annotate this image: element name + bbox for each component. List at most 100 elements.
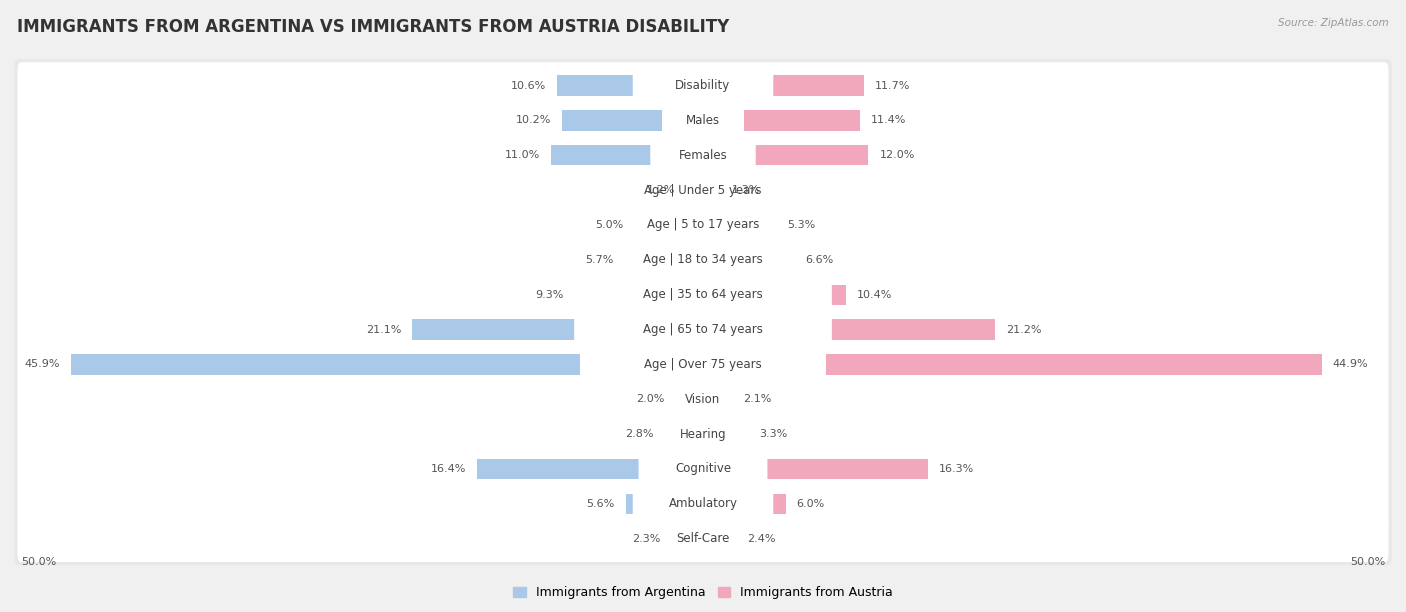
Text: 5.6%: 5.6% [586,499,614,509]
FancyBboxPatch shape [14,512,1392,565]
FancyBboxPatch shape [14,408,1392,461]
FancyBboxPatch shape [17,271,1389,318]
Bar [703,285,846,305]
Bar [477,459,703,479]
FancyBboxPatch shape [17,236,1389,283]
Bar [703,424,748,444]
Text: Females: Females [679,149,727,162]
FancyBboxPatch shape [14,373,1392,426]
Bar [551,145,703,165]
Bar [703,180,721,200]
FancyBboxPatch shape [17,411,1389,457]
FancyBboxPatch shape [638,525,768,552]
Text: Disability: Disability [675,79,731,92]
Text: Hearing: Hearing [679,428,727,441]
Text: 12.0%: 12.0% [879,151,915,160]
Text: 11.4%: 11.4% [872,116,907,125]
Text: Age | 5 to 17 years: Age | 5 to 17 years [647,218,759,231]
Text: Vision: Vision [685,393,721,406]
Bar [562,110,703,130]
Text: 16.4%: 16.4% [430,464,465,474]
Bar [703,529,737,549]
FancyBboxPatch shape [14,303,1392,356]
Text: 11.7%: 11.7% [875,81,911,91]
Bar [675,389,703,409]
FancyBboxPatch shape [17,480,1389,527]
Text: 21.1%: 21.1% [366,324,401,335]
FancyBboxPatch shape [14,163,1392,217]
Text: Age | Over 75 years: Age | Over 75 years [644,358,762,371]
Text: 21.2%: 21.2% [1007,324,1042,335]
Bar [624,250,703,270]
Text: Age | 65 to 74 years: Age | 65 to 74 years [643,323,763,336]
Bar [70,354,703,375]
Text: 11.0%: 11.0% [505,151,540,160]
Bar [634,215,703,235]
Text: 10.2%: 10.2% [516,116,551,125]
Text: 44.9%: 44.9% [1333,359,1368,370]
FancyBboxPatch shape [17,515,1389,562]
Text: 1.2%: 1.2% [647,185,675,195]
Text: 10.6%: 10.6% [510,81,546,91]
Bar [557,75,703,95]
FancyBboxPatch shape [14,129,1392,182]
Bar [703,215,776,235]
Bar [703,75,865,95]
FancyBboxPatch shape [574,246,832,274]
FancyBboxPatch shape [633,72,773,99]
Bar [703,389,733,409]
Text: Cognitive: Cognitive [675,463,731,476]
Text: 10.4%: 10.4% [858,289,893,300]
FancyBboxPatch shape [657,386,749,413]
FancyBboxPatch shape [14,338,1392,391]
FancyBboxPatch shape [17,132,1389,179]
Text: 5.3%: 5.3% [787,220,815,230]
Bar [703,145,869,165]
Bar [575,285,703,305]
Bar [703,459,928,479]
Text: 1.3%: 1.3% [733,185,761,195]
Text: 50.0%: 50.0% [21,558,56,567]
FancyBboxPatch shape [14,94,1392,147]
FancyBboxPatch shape [14,268,1392,321]
FancyBboxPatch shape [581,211,825,239]
FancyBboxPatch shape [17,62,1389,109]
FancyBboxPatch shape [662,107,744,134]
Bar [671,529,703,549]
Text: 2.3%: 2.3% [631,534,661,543]
Text: 5.0%: 5.0% [595,220,623,230]
Legend: Immigrants from Argentina, Immigrants from Austria: Immigrants from Argentina, Immigrants fr… [513,586,893,599]
Text: Males: Males [686,114,720,127]
Bar [703,354,1322,375]
FancyBboxPatch shape [17,341,1389,388]
Text: 50.0%: 50.0% [1350,558,1385,567]
Text: 2.4%: 2.4% [747,534,776,543]
FancyBboxPatch shape [581,176,825,204]
FancyBboxPatch shape [17,201,1389,248]
Text: Self-Care: Self-Care [676,532,730,545]
FancyBboxPatch shape [14,233,1392,286]
Bar [412,319,703,340]
FancyBboxPatch shape [17,446,1389,492]
FancyBboxPatch shape [574,281,832,308]
Text: 16.3%: 16.3% [939,464,974,474]
Bar [703,110,860,130]
FancyBboxPatch shape [574,316,832,343]
FancyBboxPatch shape [14,477,1392,530]
Text: 2.0%: 2.0% [636,394,665,405]
Text: 2.1%: 2.1% [742,394,772,405]
FancyBboxPatch shape [14,59,1392,112]
Text: 3.3%: 3.3% [759,429,787,439]
Bar [665,424,703,444]
Bar [703,494,786,514]
Bar [703,319,995,340]
FancyBboxPatch shape [638,455,768,482]
FancyBboxPatch shape [14,442,1392,496]
FancyBboxPatch shape [17,306,1389,353]
FancyBboxPatch shape [581,351,825,378]
FancyBboxPatch shape [633,490,773,517]
Text: 6.6%: 6.6% [806,255,834,265]
Bar [686,180,703,200]
FancyBboxPatch shape [17,167,1389,214]
Text: 9.3%: 9.3% [536,289,564,300]
